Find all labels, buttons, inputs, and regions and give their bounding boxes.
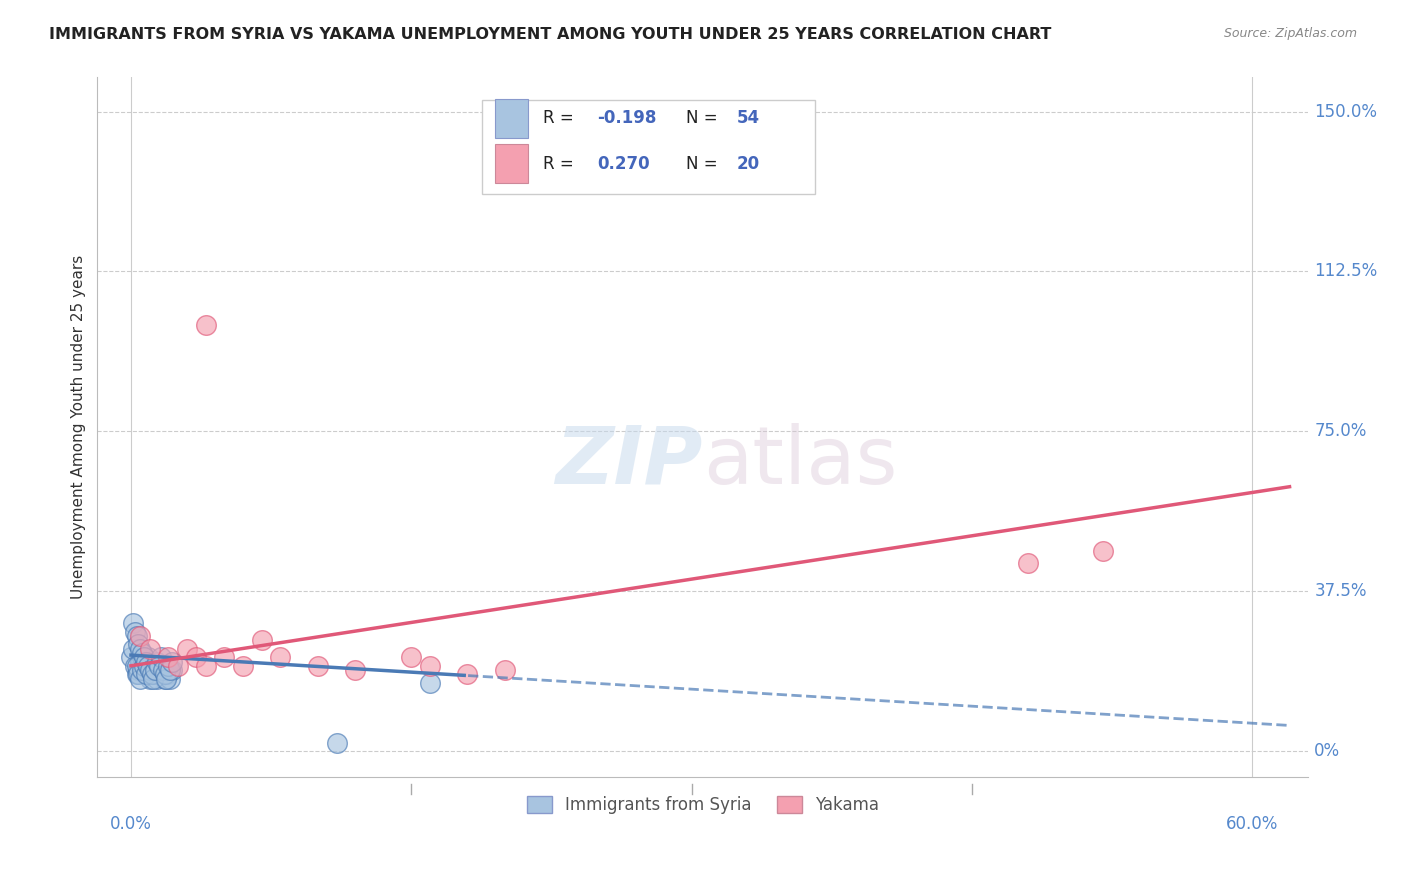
Point <box>159 663 181 677</box>
Point <box>160 663 183 677</box>
Point <box>307 658 329 673</box>
Point <box>419 658 441 673</box>
Text: N =: N = <box>686 154 723 173</box>
FancyBboxPatch shape <box>495 145 529 183</box>
Point <box>269 650 291 665</box>
Point <box>132 658 155 673</box>
Point <box>135 663 157 677</box>
Text: ZIP: ZIP <box>555 423 703 501</box>
Point <box>138 672 160 686</box>
Point <box>155 663 177 677</box>
Point <box>127 637 149 651</box>
Point <box>132 650 155 665</box>
Text: 60.0%: 60.0% <box>1226 815 1278 833</box>
Point <box>166 658 188 673</box>
Point <box>138 641 160 656</box>
Point <box>129 672 152 686</box>
Point <box>143 667 166 681</box>
Text: N =: N = <box>686 110 723 128</box>
Point <box>456 667 478 681</box>
Point <box>149 658 172 673</box>
Point <box>146 672 169 686</box>
Point <box>152 663 174 677</box>
Text: IMMIGRANTS FROM SYRIA VS YAKAMA UNEMPLOYMENT AMONG YOUTH UNDER 25 YEARS CORRELAT: IMMIGRANTS FROM SYRIA VS YAKAMA UNEMPLOY… <box>49 27 1052 42</box>
Point <box>131 663 153 677</box>
Point <box>131 646 153 660</box>
Point <box>325 735 347 749</box>
Point <box>186 650 208 665</box>
Point <box>143 663 166 677</box>
Y-axis label: Unemployment Among Youth under 25 years: Unemployment Among Youth under 25 years <box>72 255 86 599</box>
Point <box>157 650 180 665</box>
Point <box>129 641 152 656</box>
Point <box>121 616 143 631</box>
Point <box>194 318 217 332</box>
Point <box>129 655 152 669</box>
Point <box>148 658 170 673</box>
Point <box>214 650 236 665</box>
Point <box>159 672 181 686</box>
Point <box>141 667 163 681</box>
Point <box>149 650 172 665</box>
Point <box>157 667 180 681</box>
Point <box>131 650 153 665</box>
Point <box>153 667 176 681</box>
Point <box>125 629 148 643</box>
Legend: Immigrants from Syria, Yakama: Immigrants from Syria, Yakama <box>520 789 886 821</box>
Point <box>1017 557 1039 571</box>
Text: 0%: 0% <box>1315 742 1340 760</box>
Point <box>124 658 146 673</box>
Point <box>120 650 142 665</box>
Point <box>344 663 367 677</box>
FancyBboxPatch shape <box>495 99 529 137</box>
Text: R =: R = <box>543 154 579 173</box>
Point <box>141 663 163 677</box>
Point <box>1091 543 1114 558</box>
Point <box>132 658 155 673</box>
Point <box>135 667 157 681</box>
Point <box>160 655 183 669</box>
Text: 0.270: 0.270 <box>598 154 650 173</box>
Text: 112.5%: 112.5% <box>1315 262 1378 280</box>
Point <box>124 624 146 639</box>
Point <box>121 641 143 656</box>
Point <box>232 658 254 673</box>
Point <box>136 650 159 665</box>
Point <box>401 650 423 665</box>
Point <box>250 633 273 648</box>
Point <box>125 667 148 681</box>
Point <box>155 672 177 686</box>
Point <box>494 663 516 677</box>
Point <box>157 658 180 673</box>
Point <box>138 663 160 677</box>
Text: 20: 20 <box>737 154 759 173</box>
Text: Source: ZipAtlas.com: Source: ZipAtlas.com <box>1223 27 1357 40</box>
Text: 37.5%: 37.5% <box>1315 582 1367 600</box>
Point <box>136 658 159 673</box>
Point <box>152 667 174 681</box>
Point <box>142 658 165 673</box>
Point <box>125 658 148 673</box>
Point <box>194 658 217 673</box>
Point <box>153 672 176 686</box>
Point <box>142 672 165 686</box>
Text: 75.0%: 75.0% <box>1315 422 1367 441</box>
Point <box>146 655 169 669</box>
Text: 150.0%: 150.0% <box>1315 103 1378 120</box>
Point <box>127 663 149 677</box>
Point <box>176 641 198 656</box>
Point <box>135 655 157 669</box>
Text: 0.0%: 0.0% <box>110 815 152 833</box>
Point <box>129 629 152 643</box>
Point <box>136 667 159 681</box>
Text: atlas: atlas <box>703 423 897 501</box>
FancyBboxPatch shape <box>482 100 815 194</box>
Text: R =: R = <box>543 110 579 128</box>
Point <box>148 663 170 677</box>
Point <box>127 667 149 681</box>
Point <box>419 676 441 690</box>
Text: -0.198: -0.198 <box>598 110 657 128</box>
Text: 54: 54 <box>737 110 759 128</box>
